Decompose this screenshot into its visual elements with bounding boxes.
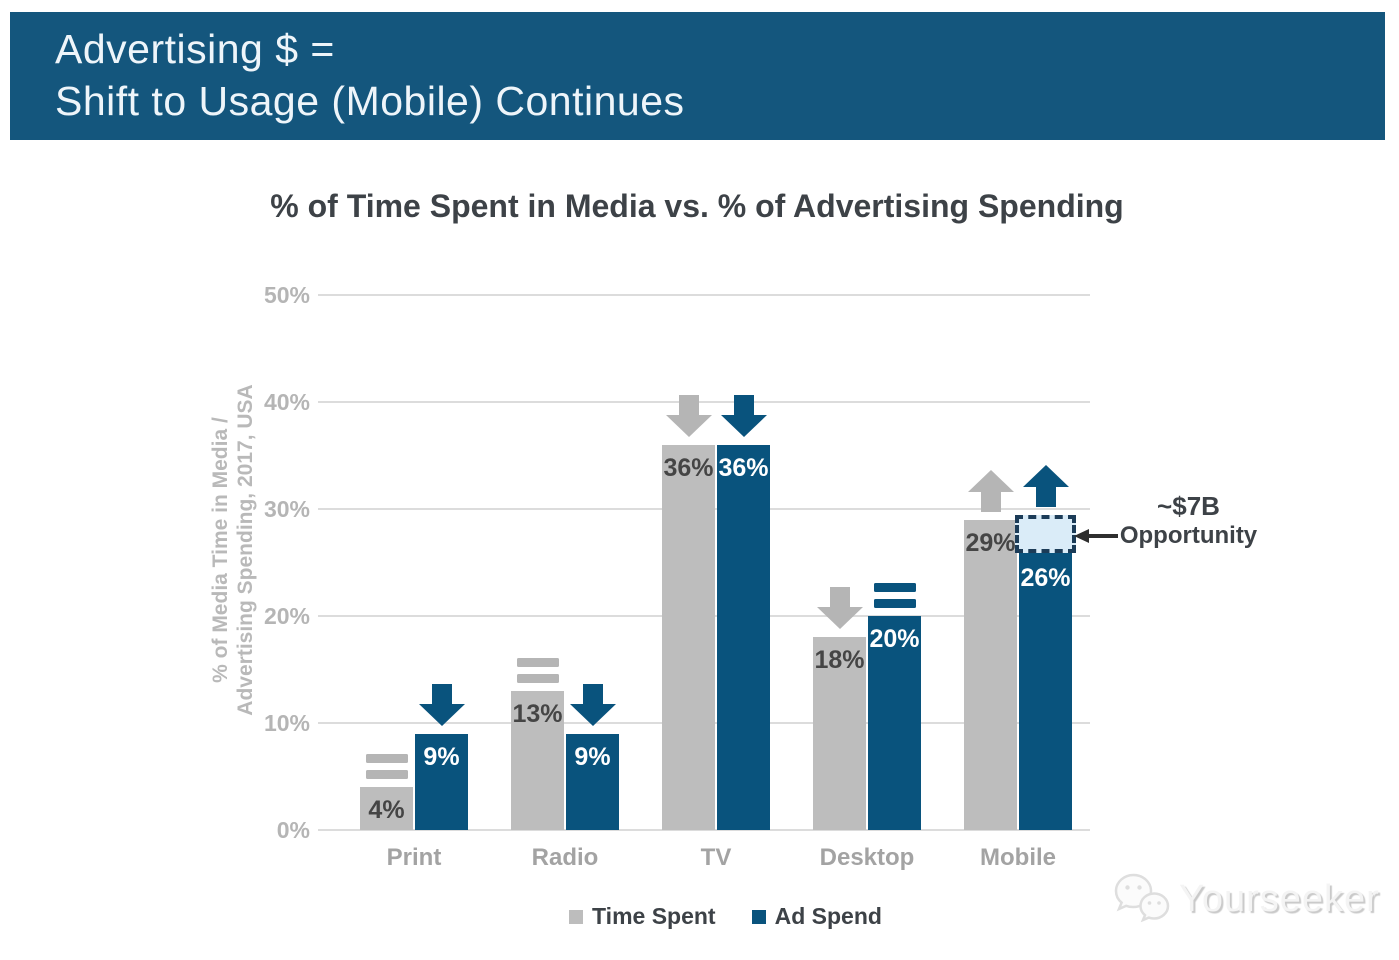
legend-swatch-time-spent-icon [569, 909, 584, 924]
bar-ad-spend-radio [566, 733, 619, 830]
bar-ad-spend-desktop [868, 616, 921, 830]
trend-down-icon-ad-spend-tv [720, 394, 767, 437]
y-tick-50: 50% [263, 282, 310, 308]
legend-label-time-spent: Time Spent [592, 903, 716, 929]
watermark-text: Yourseeker [1179, 877, 1380, 920]
bar-value-label-ad-spend-desktop: 20% [869, 625, 920, 653]
bar-value-label-time-spent-radio: 13% [512, 699, 563, 728]
bar-value-label-ad-spend-radio: 9% [574, 742, 611, 771]
trend-up-icon-time-spent-mobile [967, 469, 1014, 512]
x-label-desktop: Desktop [819, 844, 915, 871]
gridline-50 [318, 294, 1090, 296]
bar-time-spent-print [360, 787, 413, 830]
bar-value-label-ad-spend-print: 9% [423, 742, 460, 771]
x-label-radio: Radio [531, 844, 599, 871]
gridline-40 [318, 401, 1090, 403]
trend-down-icon-time-spent-tv [665, 394, 712, 437]
y-tick-0: 0% [276, 817, 310, 843]
x-label-tv: TV [700, 844, 732, 871]
bar-ad-spend-print [415, 733, 468, 830]
header-title-line1: Advertising $ = [55, 26, 335, 72]
bar-ad-spend-tv [717, 444, 770, 830]
x-label-print: Print [386, 844, 442, 871]
bar-time-spent-radio [511, 690, 564, 830]
bar-time-spent-desktop [813, 637, 866, 830]
bar-value-label-time-spent-desktop: 18% [814, 646, 865, 675]
y-tick-10: 10% [263, 710, 310, 736]
legend: Time Spent Ad Spend [0, 903, 1399, 930]
legend-swatch-ad-spend-icon [751, 909, 766, 924]
opportunity-label: ~$7B Opportunity [1101, 491, 1276, 551]
chat-bubbles-icon [1113, 872, 1171, 926]
y-tick-20: 20% [263, 603, 310, 629]
legend-item-ad-spend: Ad Spend [751, 903, 882, 930]
trend-up-icon-ad-spend-mobile [1022, 464, 1069, 507]
header-banner: Advertising $ = Shift to Usage (Mobile) … [10, 12, 1385, 140]
trend-flat-icon-time-spent-print [365, 754, 408, 780]
bar-value-label-time-spent-mobile: 29% [965, 528, 1016, 557]
gridline-0 [318, 829, 1090, 831]
x-label-mobile: Mobile [980, 844, 1056, 871]
trend-flat-icon-time-spent-radio [516, 657, 559, 683]
legend-label-ad-spend: Ad Spend [774, 903, 882, 929]
bar-time-spent-tv [662, 444, 715, 830]
trend-down-icon-ad-spend-radio [569, 683, 616, 726]
watermark: Yourseeker [1113, 872, 1380, 926]
header-title-line2: Shift to Usage (Mobile) Continues [55, 78, 685, 124]
bar-value-label-time-spent-tv: 36% [663, 453, 714, 482]
bar-value-label-ad-spend-mobile: 26% [1020, 563, 1071, 592]
bar-value-label-time-spent-print: 4% [368, 796, 405, 825]
y-tick-40: 40% [263, 389, 310, 415]
y-tick-30: 30% [263, 496, 310, 522]
opportunity-label-line2: Opportunity [1119, 522, 1258, 549]
legend-item-time-spent: Time Spent [569, 903, 716, 930]
opportunity-label-line1: ~$7B [1157, 491, 1220, 521]
chart-title: % of Time Spent in Media vs. % of Advert… [270, 188, 1124, 224]
opportunity-arrow-icon [1074, 527, 1118, 545]
bar-time-spent-mobile [964, 519, 1017, 830]
opportunity-gap-box [1015, 514, 1076, 553]
bar-ad-spend-mobile [1019, 551, 1072, 830]
trend-down-icon-time-spent-desktop [816, 587, 863, 630]
trend-down-icon-ad-spend-print [418, 683, 465, 726]
trend-flat-icon-ad-spend-desktop [873, 583, 916, 608]
bar-value-label-ad-spend-tv: 36% [718, 453, 769, 482]
